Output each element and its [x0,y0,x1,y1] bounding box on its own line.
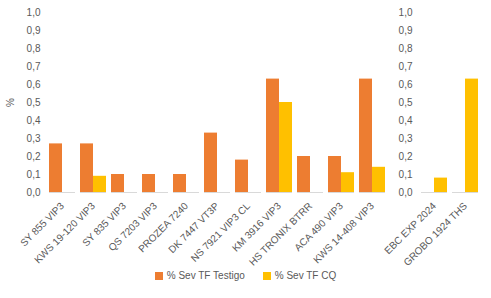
svg-text:SY 835 VIP3: SY 835 VIP3 [80,200,129,249]
svg-text:0,2: 0,2 [27,151,41,162]
svg-text:0,1: 0,1 [399,169,413,180]
svg-text:DK 7447 VT3P: DK 7447 VT3P [166,200,222,256]
html-text:% Sev TF Testigo: % Sev TF Testigo [166,270,245,281]
svg-text:NS 7921 VIP3 CL: NS 7921 VIP3 CL [188,200,253,264]
svg-text:0,4: 0,4 [27,115,41,126]
svg-text:ACA 490 VIP3: ACA 490 VIP3 [292,200,346,254]
svg-text:1,0: 1,0 [27,7,41,18]
svg-text:%: % [5,98,16,107]
svg-text:0,3: 0,3 [399,133,413,144]
svg-text:KM 3916 VIP3: KM 3916 VIP3 [229,200,284,254]
svg-text:0,9: 0,9 [27,25,41,36]
svg-text:0,5: 0,5 [399,97,413,108]
svg-text:KWS 14-408 VIP3: KWS 14-408 VIP3 [311,200,376,265]
svg-text:EBC EXP 2024: EBC EXP 2024 [382,200,438,256]
svg-text:0,0: 0,0 [27,187,41,198]
svg-text:0,2: 0,2 [399,151,413,162]
svg-text:KWS 19-120 VIP3: KWS 19-120 VIP3 [32,200,98,266]
svg-text:0,7: 0,7 [27,61,41,72]
svg-text:0,7: 0,7 [399,61,413,72]
svg-text:0,6: 0,6 [27,79,41,90]
svg-text:HS TRONIX BTRR: HS TRONIX BTRR [246,200,315,268]
svg-text:0,5: 0,5 [27,97,41,108]
svg-text:0,4: 0,4 [399,115,413,126]
svg-text:0,9: 0,9 [399,25,413,36]
svg-text:GROBO 1924 THS: GROBO 1924 THS [401,200,469,268]
svg-text:0,0: 0,0 [399,187,413,198]
svg-text:0,8: 0,8 [27,43,41,54]
svg-text:SY 855 VIP3: SY 855 VIP3 [18,200,67,249]
svg-text:0,6: 0,6 [399,79,413,90]
svg-text:0,8: 0,8 [399,43,413,54]
svg-text:PROZEA 7240: PROZEA 7240 [136,200,191,255]
svg-text:0,3: 0,3 [27,133,41,144]
svg-text:0,1: 0,1 [27,169,41,180]
svg-text:1,0: 1,0 [399,7,413,18]
html-text:% Sev TF CQ: % Sev TF CQ [274,270,337,281]
svg-text:QS 7203 VIP3: QS 7203 VIP3 [106,200,160,254]
